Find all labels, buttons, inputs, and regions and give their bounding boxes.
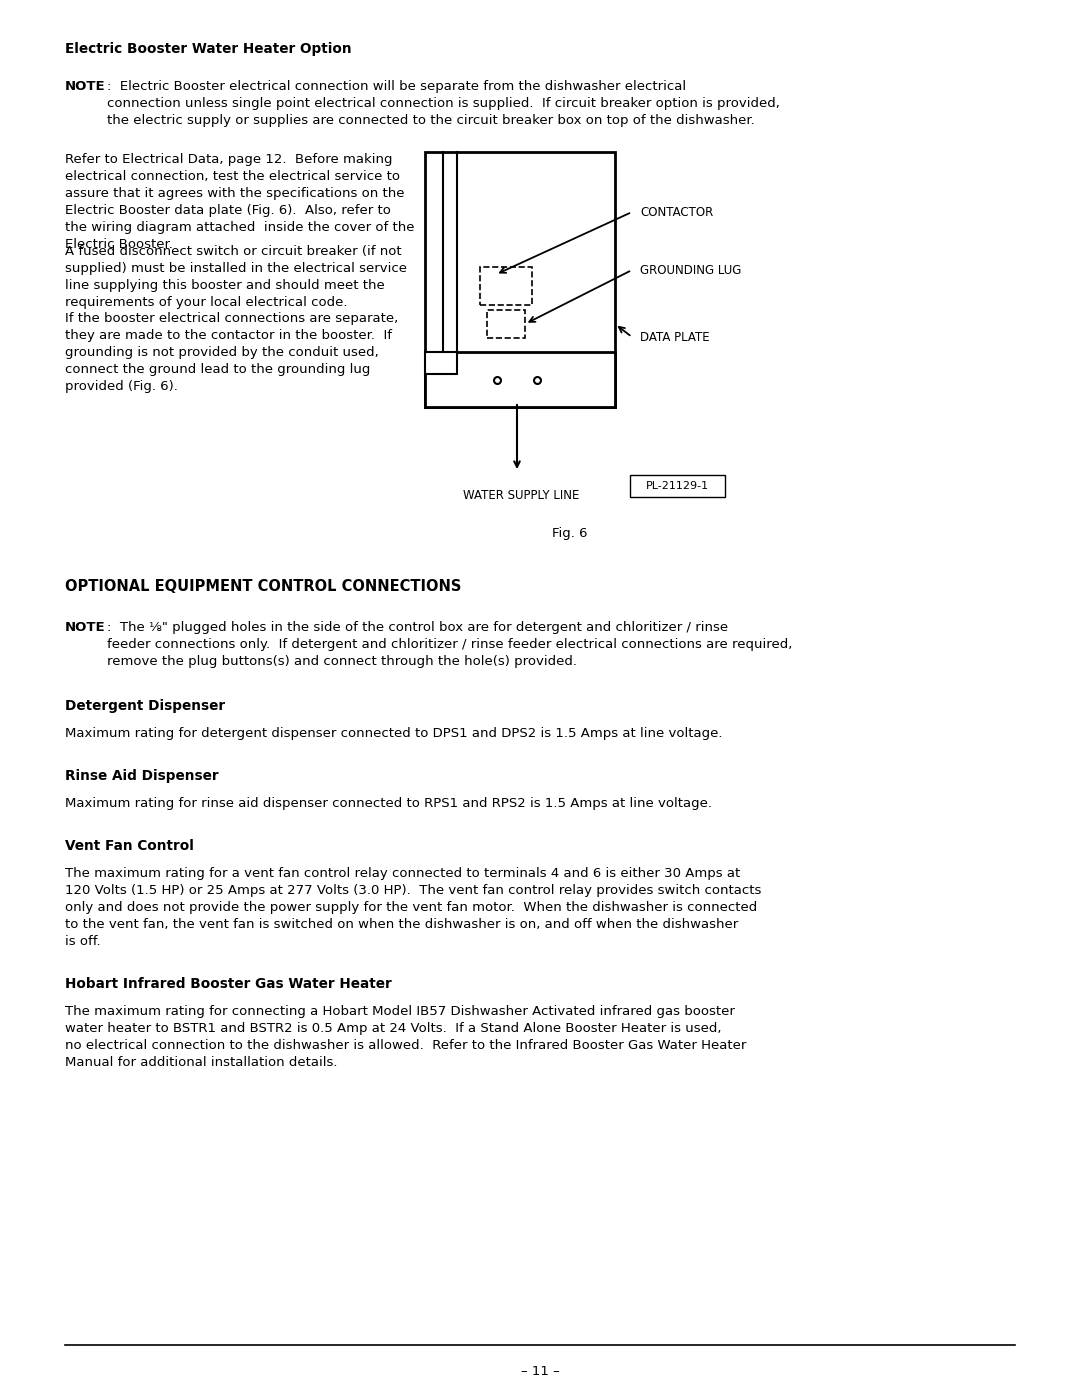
- Text: DATA PLATE: DATA PLATE: [640, 331, 710, 344]
- Text: – 11 –: – 11 –: [521, 1365, 559, 1377]
- Text: Vent Fan Control: Vent Fan Control: [65, 840, 194, 854]
- Text: If the booster electrical connections are separate,
they are made to the contact: If the booster electrical connections ar…: [65, 312, 399, 393]
- Text: NOTE: NOTE: [65, 80, 106, 94]
- Text: OPTIONAL EQUIPMENT CONTROL CONNECTIONS: OPTIONAL EQUIPMENT CONTROL CONNECTIONS: [65, 578, 461, 594]
- Text: NOTE: NOTE: [65, 622, 106, 634]
- Text: WATER SUPPLY LINE: WATER SUPPLY LINE: [463, 489, 579, 502]
- Bar: [426, 352, 457, 374]
- Bar: [426, 352, 615, 407]
- Text: CONTACTOR: CONTACTOR: [640, 205, 713, 218]
- Bar: [487, 310, 525, 338]
- Text: Rinse Aid Dispenser: Rinse Aid Dispenser: [65, 768, 218, 782]
- Text: Maximum rating for detergent dispenser connected to DPS1 and DPS2 is 1.5 Amps at: Maximum rating for detergent dispenser c…: [65, 726, 723, 740]
- Text: Detergent Dispenser: Detergent Dispenser: [65, 698, 225, 712]
- Bar: [426, 152, 615, 407]
- Bar: [480, 267, 532, 305]
- Text: GROUNDING LUG: GROUNDING LUG: [640, 264, 741, 277]
- Bar: [630, 475, 725, 497]
- Text: Refer to Electrical Data, page 12.  Before making
electrical connection, test th: Refer to Electrical Data, page 12. Befor…: [65, 154, 415, 251]
- Text: The maximum rating for connecting a Hobart Model IB57 Dishwasher Activated infra: The maximum rating for connecting a Hoba…: [65, 1004, 746, 1069]
- Text: Electric Booster Water Heater Option: Electric Booster Water Heater Option: [65, 42, 352, 56]
- Text: Hobart Infrared Booster Gas Water Heater: Hobart Infrared Booster Gas Water Heater: [65, 977, 392, 990]
- Text: The maximum rating for a vent fan control relay connected to terminals 4 and 6 i: The maximum rating for a vent fan contro…: [65, 868, 761, 949]
- Text: Fig. 6: Fig. 6: [552, 527, 588, 541]
- Text: :  Electric Booster electrical connection will be separate from the dishwasher e: : Electric Booster electrical connection…: [107, 80, 780, 127]
- Text: PL-21129-1: PL-21129-1: [646, 481, 710, 490]
- Text: Maximum rating for rinse aid dispenser connected to RPS1 and RPS2 is 1.5 Amps at: Maximum rating for rinse aid dispenser c…: [65, 798, 712, 810]
- Text: :  The ⅛" plugged holes in the side of the control box are for detergent and chl: : The ⅛" plugged holes in the side of th…: [107, 622, 793, 668]
- Text: A fused disconnect switch or circuit breaker (if not
supplied) must be installed: A fused disconnect switch or circuit bre…: [65, 244, 407, 309]
